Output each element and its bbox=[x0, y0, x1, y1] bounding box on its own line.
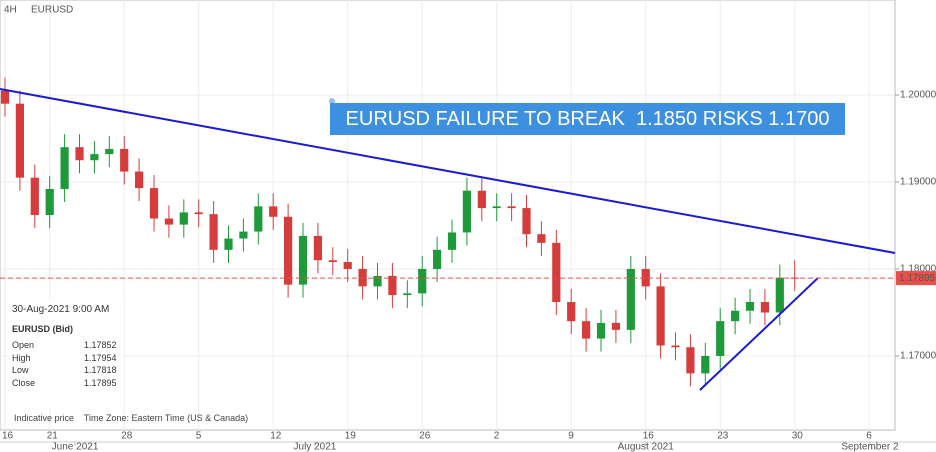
month-label: July 2021 bbox=[294, 442, 337, 452]
x-tick-label: 30 bbox=[792, 431, 804, 442]
y-tick-label: 1.18000 bbox=[900, 264, 936, 275]
candle-body bbox=[552, 242, 561, 303]
candle-body bbox=[760, 302, 770, 313]
candle-body bbox=[641, 268, 650, 287]
y-tick-label: 1.19000 bbox=[900, 177, 936, 188]
candle-body bbox=[15, 103, 25, 178]
candle-body bbox=[224, 238, 233, 250]
candle-body bbox=[298, 235, 308, 285]
candle-body bbox=[254, 206, 263, 232]
info-label: High bbox=[12, 352, 31, 363]
timestamp: 30-Aug-2021 9:00 AM bbox=[12, 304, 110, 315]
candle-body bbox=[179, 212, 188, 225]
candle-body bbox=[328, 260, 337, 263]
candle-body bbox=[373, 275, 382, 287]
candle-body bbox=[671, 345, 680, 348]
anchor-dot bbox=[329, 98, 335, 104]
footer-timezone: Time Zone: Eastern Time (US & Canada) bbox=[83, 413, 249, 423]
candle-body bbox=[582, 321, 591, 339]
footer-note: Indicative price bbox=[14, 413, 75, 423]
candle-body bbox=[90, 154, 99, 161]
candle-body bbox=[135, 171, 144, 189]
instrument: EURUSD (Bid) bbox=[12, 324, 73, 334]
candle-body bbox=[492, 206, 501, 209]
candle-body bbox=[239, 231, 248, 239]
candle-body bbox=[60, 147, 69, 189]
candle-body bbox=[656, 286, 665, 346]
candle-body bbox=[269, 206, 278, 217]
candle-body bbox=[45, 188, 54, 216]
info-value: 1.17954 bbox=[84, 352, 117, 363]
candle-body bbox=[284, 216, 293, 285]
candle-body bbox=[507, 206, 516, 209]
info-value: 1.17852 bbox=[84, 340, 117, 350]
y-tick-label: 1.17000 bbox=[900, 351, 936, 362]
candle-body bbox=[775, 277, 784, 313]
info-label: Low bbox=[12, 365, 29, 375]
y-tick-label: 1.20000 bbox=[900, 90, 936, 101]
candle-body bbox=[731, 310, 740, 322]
last-price-box bbox=[896, 271, 936, 286]
candle-body bbox=[105, 148, 114, 155]
candle-body bbox=[686, 347, 695, 374]
candle-body bbox=[701, 355, 710, 374]
candle-body bbox=[611, 322, 621, 330]
symbol: EURUSD bbox=[31, 5, 73, 16]
candle-body bbox=[745, 302, 755, 311]
candle-body bbox=[567, 302, 576, 322]
x-tick-label: 26 bbox=[419, 431, 431, 442]
info-label: Open bbox=[12, 340, 35, 350]
x-tick-label: 28 bbox=[121, 431, 133, 442]
candle-body bbox=[537, 234, 546, 243]
candle-body bbox=[120, 148, 129, 172]
candle-body bbox=[343, 262, 352, 269]
footer: Indicative price Time Zone: Eastern Time… bbox=[14, 413, 248, 423]
candle-body bbox=[418, 268, 427, 294]
plot-layer bbox=[0, 0, 896, 430]
x-tick-label: 6 bbox=[866, 431, 872, 442]
interval: 4H bbox=[4, 5, 17, 16]
x-tick-label: 21 bbox=[47, 431, 59, 442]
candle-body bbox=[388, 275, 397, 296]
x-tick-label: 19 bbox=[345, 431, 357, 442]
month-label: June 2021 bbox=[52, 442, 99, 452]
last-price-label: 1.17895 bbox=[899, 273, 936, 284]
info-value: 1.17895 bbox=[84, 377, 117, 388]
trendline bbox=[699, 277, 819, 391]
x-tick-label: 12 bbox=[270, 431, 282, 442]
plot-area bbox=[0, 0, 896, 431]
candle-body bbox=[164, 218, 174, 225]
candle-body bbox=[522, 208, 531, 235]
candle-body bbox=[716, 321, 725, 356]
candle-body bbox=[149, 188, 159, 219]
candle-body bbox=[447, 232, 457, 250]
candle-body bbox=[30, 177, 39, 216]
x-tick-label: 16 bbox=[643, 431, 655, 442]
month-label: August 2021 bbox=[618, 442, 675, 452]
candle-body bbox=[477, 190, 486, 209]
info-label: Close bbox=[12, 377, 36, 388]
candle-body bbox=[596, 322, 606, 339]
candle-body bbox=[403, 293, 412, 296]
candle-body bbox=[462, 190, 472, 233]
trendline bbox=[0, 88, 896, 254]
x-tick-label: 9 bbox=[568, 431, 574, 442]
candle-body bbox=[626, 268, 635, 330]
x-tick-label: 2 bbox=[494, 431, 500, 442]
candle-body bbox=[433, 249, 442, 269]
info-value: 1.17818 bbox=[84, 365, 117, 375]
candle-body bbox=[194, 212, 203, 215]
info-panel: 30-Aug-2021 9:00 AM EURUSD (Bid) Open 1.1… bbox=[8, 300, 124, 408]
x-tick-label: 5 bbox=[196, 431, 202, 442]
candle-body bbox=[75, 147, 84, 161]
candle-body bbox=[209, 214, 218, 250]
annotation: EURUSD FAILURE TO BREAK 1.1850 RISKS 1.1… bbox=[330, 103, 845, 135]
x-tick-label: 23 bbox=[717, 431, 729, 442]
month-label: September 2 bbox=[841, 442, 899, 452]
candle-body bbox=[313, 235, 323, 261]
candle-body bbox=[0, 90, 10, 104]
x-tick-label: 16 bbox=[2, 431, 14, 442]
